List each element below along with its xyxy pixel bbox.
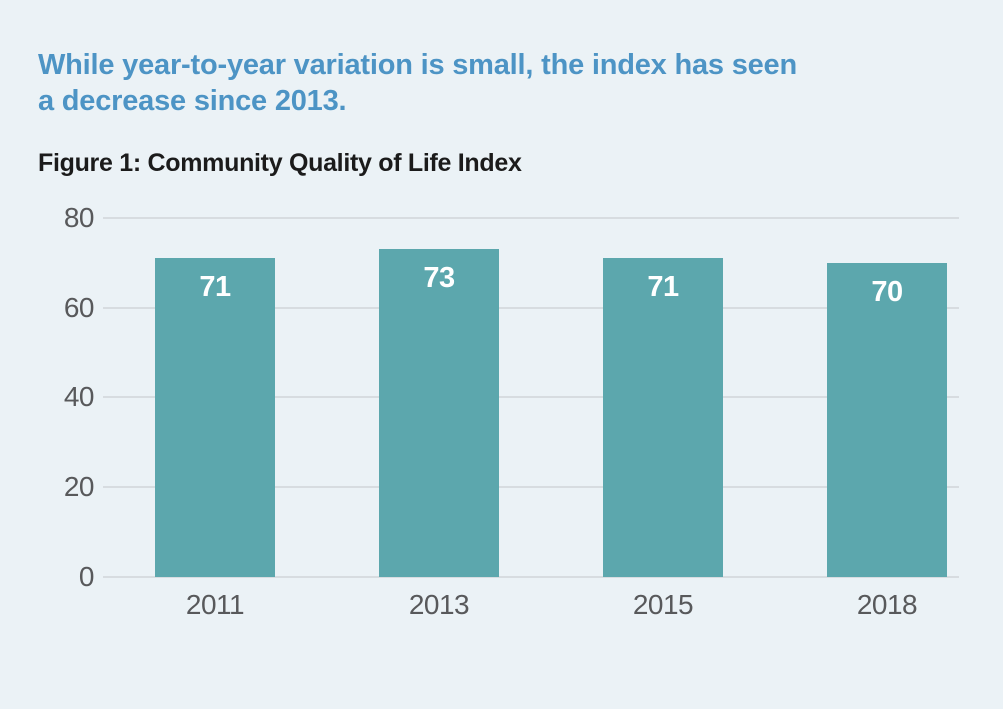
figure-caption: Figure 1: Community Quality of Life Inde…	[38, 149, 522, 177]
bar: 71	[155, 258, 275, 577]
x-tick-label: 2018	[856, 589, 918, 620]
y-tick-label: 80	[63, 201, 95, 233]
gridline	[103, 486, 959, 489]
gridline	[103, 576, 959, 578]
bar-value-label: 71	[647, 271, 679, 304]
bar-value-label: 70	[871, 275, 903, 308]
y-tick-label: 40	[63, 381, 95, 413]
plot-area: 0 20 40 60 80 71 2011 73 2013 71 2015 70 2018	[0, 195, 1003, 655]
bar: 71	[603, 258, 723, 577]
headline-line-1: While year-to-year variation is small, t…	[38, 49, 797, 81]
gridline	[103, 396, 959, 399]
y-tick-label: 20	[63, 471, 95, 503]
gridline	[103, 306, 959, 309]
bar-value-label: 71	[199, 271, 231, 304]
y-tick-label: 0	[78, 561, 95, 592]
x-tick-label: 2015	[632, 589, 694, 620]
chart-headline: While year-to-year variation is small, t…	[38, 47, 797, 119]
y-tick-label: 60	[63, 291, 95, 323]
gridline	[103, 216, 959, 219]
bar: 73	[379, 249, 499, 577]
headline-line-2: a decrease since 2013.	[38, 85, 347, 117]
bar-value-label: 73	[423, 262, 455, 295]
x-tick-label: 2011	[185, 589, 245, 620]
x-tick-label: 2013	[408, 589, 470, 620]
bar: 70	[827, 262, 947, 577]
